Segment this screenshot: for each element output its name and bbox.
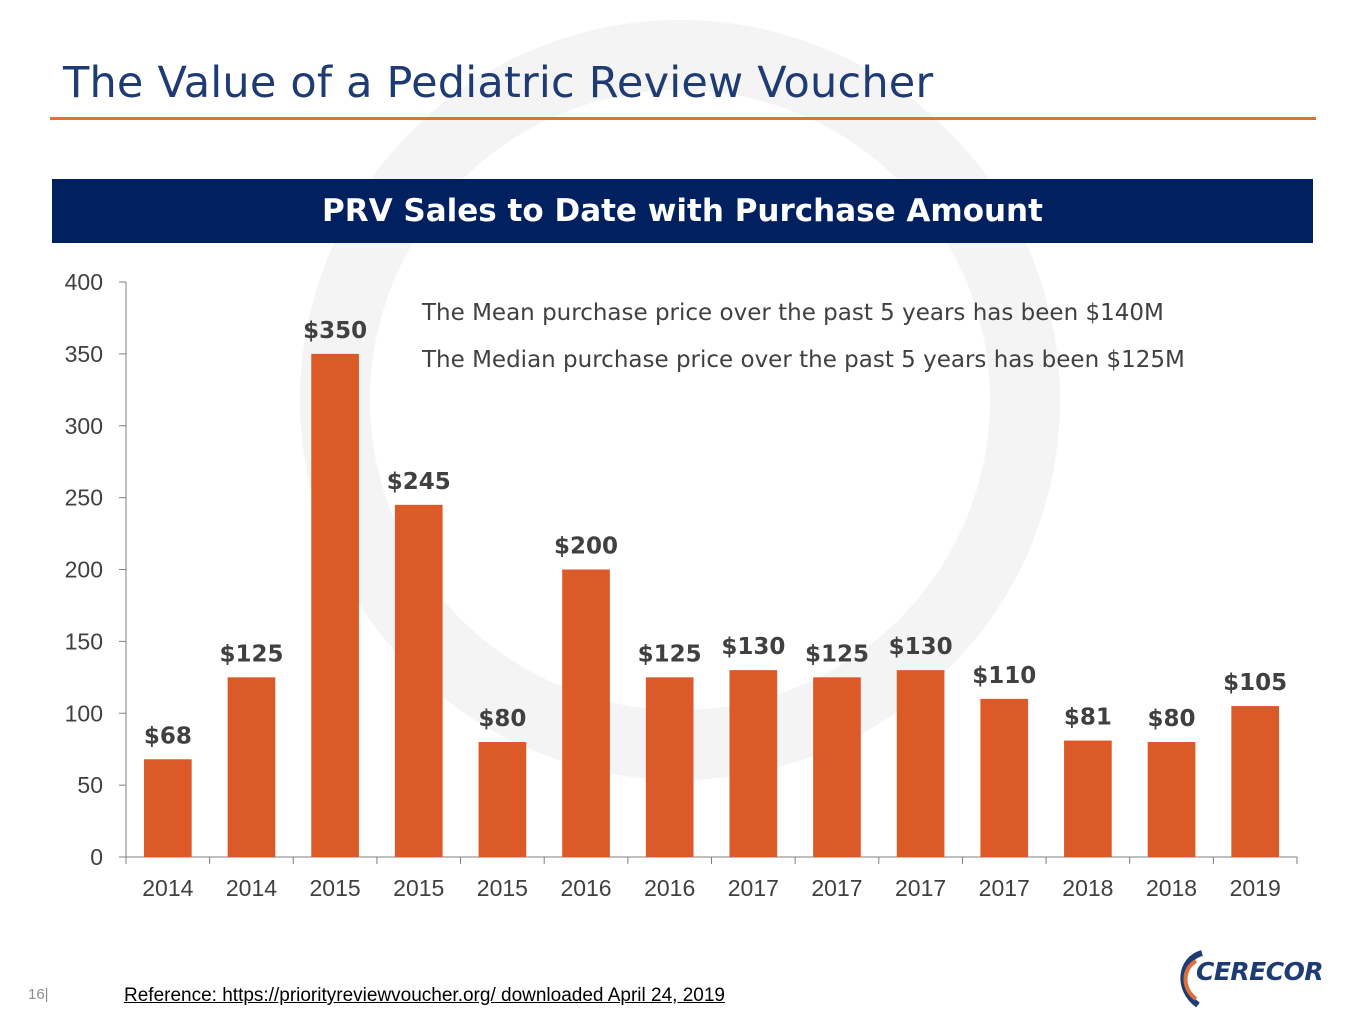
data-label: $105 bbox=[1223, 670, 1287, 696]
data-label: $130 bbox=[889, 634, 953, 660]
bar bbox=[311, 353, 359, 857]
x-tick-label: 2016 bbox=[644, 875, 695, 901]
cerecor-logo: CERECOR bbox=[1172, 945, 1332, 1011]
x-tick-label: 2018 bbox=[1062, 875, 1113, 901]
logo-text: CERECOR bbox=[1196, 957, 1324, 986]
y-tick-label: 0 bbox=[90, 844, 103, 870]
data-label: $110 bbox=[972, 663, 1036, 689]
data-label: $130 bbox=[721, 634, 785, 660]
y-tick-label: 50 bbox=[77, 772, 103, 798]
page-number: 16| bbox=[28, 986, 49, 1003]
y-tick-label: 350 bbox=[65, 341, 103, 367]
bar bbox=[143, 759, 192, 857]
bar-chart: 0 50 100 150 200 250 300 350 400 $68 2014 $125 2014 $… bbox=[65, 269, 1298, 901]
y-tick-label: 400 bbox=[65, 269, 103, 295]
x-tick-label: 2014 bbox=[142, 875, 193, 901]
y-tick-label: 200 bbox=[65, 557, 103, 583]
y-tick-label: 100 bbox=[65, 700, 103, 726]
bar bbox=[478, 742, 527, 857]
data-label: $68 bbox=[144, 723, 192, 749]
data-label: $125 bbox=[219, 641, 283, 667]
x-tick-label: 2015 bbox=[477, 875, 528, 901]
data-label: $125 bbox=[805, 641, 869, 667]
y-tick-label: 250 bbox=[65, 485, 103, 511]
chart-title-banner: PRV Sales to Date with Purchase Amount bbox=[52, 179, 1313, 243]
bar bbox=[896, 670, 945, 857]
bar bbox=[227, 677, 276, 857]
logo-swoosh-icon bbox=[1180, 950, 1204, 1008]
data-label: $125 bbox=[638, 641, 702, 667]
median-price-note: The Median purchase price over the past … bbox=[422, 347, 1185, 373]
x-tick-label: 2017 bbox=[895, 875, 946, 901]
x-tick-label: 2014 bbox=[226, 875, 277, 901]
mean-price-note: The Mean purchase price over the past 5 … bbox=[422, 300, 1164, 326]
bar bbox=[729, 670, 778, 857]
bar bbox=[1147, 742, 1196, 857]
x-tick-label: 2016 bbox=[560, 875, 611, 901]
bar bbox=[980, 698, 1029, 857]
data-label: $350 bbox=[303, 318, 367, 344]
x-tick-label: 2018 bbox=[1146, 875, 1197, 901]
title-divider bbox=[50, 117, 1316, 120]
bar bbox=[813, 677, 861, 857]
bar bbox=[1231, 706, 1280, 857]
bar bbox=[645, 677, 694, 857]
slide-title: The Value of a Pediatric Review Voucher bbox=[63, 58, 934, 108]
bar bbox=[562, 569, 610, 857]
x-tick-label: 2015 bbox=[393, 875, 444, 901]
data-label: $200 bbox=[554, 534, 618, 560]
x-tick-label: 2017 bbox=[979, 875, 1030, 901]
data-label: $80 bbox=[1148, 706, 1196, 732]
x-tick-label: 2017 bbox=[728, 875, 779, 901]
y-tick-label: 300 bbox=[65, 413, 103, 439]
x-tick-label: 2015 bbox=[310, 875, 361, 901]
bar bbox=[394, 504, 443, 857]
bar bbox=[1064, 740, 1112, 857]
data-label: $81 bbox=[1064, 705, 1112, 731]
data-label: $245 bbox=[387, 469, 451, 495]
x-tick-label: 2017 bbox=[811, 875, 862, 901]
x-tick-label: 2019 bbox=[1230, 875, 1281, 901]
reference-link[interactable]: Reference: https://priorityreviewvoucher… bbox=[124, 985, 725, 1006]
data-label: $80 bbox=[478, 706, 526, 732]
y-tick-label: 150 bbox=[65, 628, 103, 654]
